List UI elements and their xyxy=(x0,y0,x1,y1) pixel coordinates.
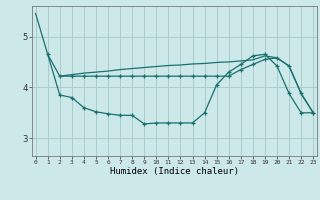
X-axis label: Humidex (Indice chaleur): Humidex (Indice chaleur) xyxy=(110,167,239,176)
